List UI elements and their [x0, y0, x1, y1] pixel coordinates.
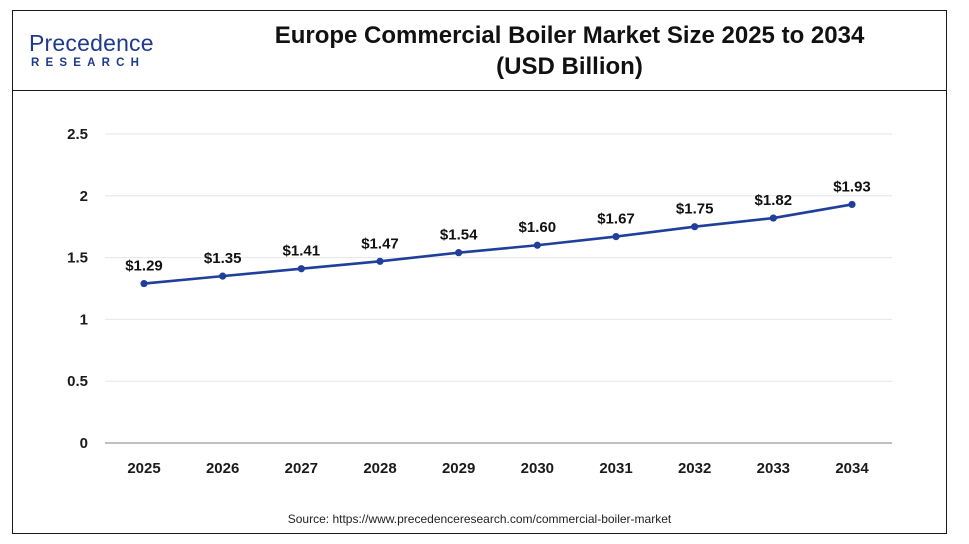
chart-title: Europe Commercial Boiler Market Size 202…: [213, 20, 926, 82]
data-point: [612, 232, 620, 241]
brand-logo: Precedence RESEARCH: [29, 31, 189, 75]
data-label: $1.41: [283, 243, 321, 260]
source-note: Source: https://www.precedenceresearch.c…: [287, 512, 672, 526]
y-tick-label: 1: [80, 311, 88, 328]
chart-frame: Precedence RESEARCH Europe Commercial Bo…: [12, 10, 947, 534]
data-point: [691, 223, 699, 231]
x-tick-label: 2033: [757, 460, 790, 477]
y-tick-label: 0.5: [67, 373, 88, 390]
brand-name: Precedence: [29, 30, 154, 56]
y-tick-label: 0: [80, 435, 88, 452]
data-label: $1.93: [833, 178, 871, 195]
x-tick-label: 2027: [285, 460, 318, 477]
y-tick-label: 2.5: [67, 126, 88, 143]
brand-subname: RESEARCH: [31, 57, 146, 69]
data-point: [376, 257, 384, 265]
data-point: [297, 265, 305, 273]
y-tick-label: 2: [80, 188, 88, 205]
data-point: [219, 272, 227, 280]
x-tick-label: 2025: [127, 460, 160, 477]
data-point: [140, 279, 148, 288]
x-tick-label: 2029: [442, 460, 475, 477]
x-tick-label: 2028: [363, 460, 396, 477]
x-tick-label: 2034: [835, 460, 869, 477]
data-label: $1.47: [361, 235, 399, 252]
data-point: [769, 214, 777, 222]
data-point: [848, 200, 856, 209]
x-tick-label: 2031: [599, 460, 632, 477]
data-point: [533, 241, 541, 249]
x-tick-label: 2032: [678, 460, 711, 477]
x-tick-label: 2030: [521, 460, 554, 477]
data-label: $1.54: [440, 227, 478, 244]
chart-title-line1: Europe Commercial Boiler Market Size 202…: [274, 22, 865, 49]
data-label: $1.75: [676, 201, 714, 218]
x-tick-label: 2026: [206, 460, 239, 477]
data-label: $1.29: [125, 258, 163, 275]
data-label: $1.35: [204, 250, 242, 267]
series-line: [142, 203, 854, 285]
data-label: $1.67: [597, 211, 635, 228]
data-label: $1.60: [519, 219, 557, 236]
chart-header: Precedence RESEARCH Europe Commercial Bo…: [13, 11, 946, 91]
data-label: $1.82: [755, 192, 793, 209]
data-point: [455, 249, 463, 257]
y-tick-label: 1.5: [67, 250, 88, 267]
chart-title-line2: (USD Billion): [496, 53, 643, 80]
